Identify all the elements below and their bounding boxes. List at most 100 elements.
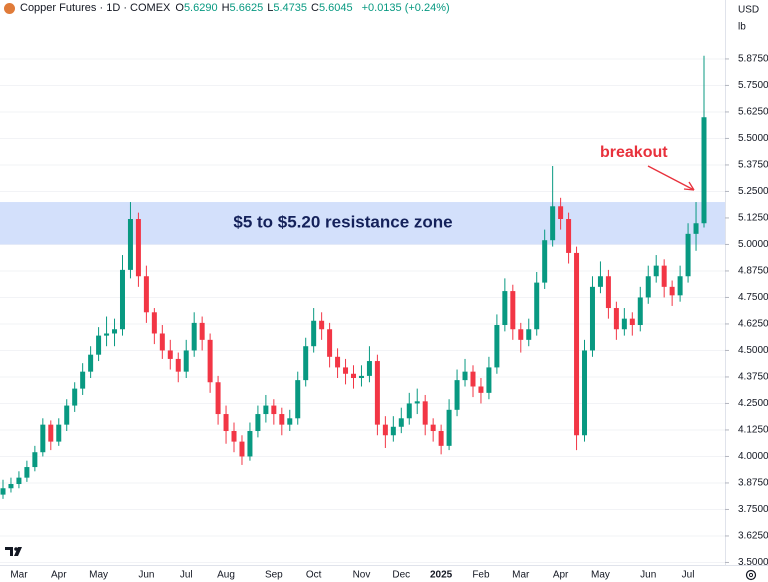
ohlc-value: 5.6045 — [318, 2, 353, 14]
y-tick-label: 4.1250 — [738, 425, 768, 436]
candle-body — [319, 320, 325, 330]
candle-body — [438, 431, 444, 446]
y-tick-label: 5.6250 — [738, 107, 768, 118]
y-tick-label: 3.6250 — [738, 531, 768, 542]
candle-body — [207, 339, 213, 383]
candle-body — [574, 252, 580, 436]
candle-body — [191, 322, 197, 351]
candle-body — [534, 282, 540, 330]
candle-body — [597, 276, 603, 287]
candle-body — [542, 240, 548, 283]
candle-body — [0, 488, 6, 495]
x-tick-label: Apr — [553, 570, 569, 581]
y-tick-label: 5.2500 — [738, 186, 768, 197]
y-tick-label: 4.6250 — [738, 319, 768, 330]
candle-body — [88, 354, 94, 372]
candle-body — [605, 276, 611, 309]
candle-body — [119, 269, 125, 330]
x-tick-label: May — [89, 570, 108, 581]
x-tick-label: Feb — [472, 570, 490, 581]
candle-body — [677, 276, 683, 296]
candle-body — [589, 286, 595, 351]
candle-body — [390, 426, 396, 436]
candle-body — [303, 346, 309, 381]
symbol-title: Copper Futures · 1D · COMEX — [20, 2, 171, 14]
x-tick-label: 2025 — [430, 570, 453, 581]
candle-body — [621, 318, 627, 330]
candle-body — [613, 308, 619, 330]
candle-body — [56, 424, 62, 442]
candle-body — [199, 322, 205, 340]
candle-body — [40, 424, 46, 453]
candle-body — [311, 320, 317, 347]
candle-body — [470, 371, 476, 387]
y-tick-label: 4.2500 — [738, 398, 768, 409]
y-tick-label: 4.0000 — [738, 451, 768, 462]
candle-body — [183, 350, 189, 372]
x-tick-label: Mar — [10, 570, 28, 581]
candle-body — [550, 206, 556, 241]
candle-body — [462, 371, 468, 381]
x-tick-label: Jun — [640, 570, 656, 581]
ohlc-key: C — [310, 2, 319, 14]
candle-body — [510, 291, 516, 330]
ohlc-key: O — [175, 2, 184, 14]
candle-body — [669, 286, 675, 296]
annotation-arrow — [647, 165, 695, 191]
ohlc-key: H — [221, 2, 230, 14]
candle-body — [215, 382, 221, 415]
candle-body — [478, 386, 484, 393]
annotation-label: breakout — [600, 144, 668, 161]
candle-body — [24, 467, 30, 478]
y-tick-label: 5.1250 — [738, 213, 768, 224]
tradingview-logo — [5, 547, 22, 556]
candle-body — [151, 312, 157, 334]
symbol-icon — [4, 2, 15, 14]
candle-body — [446, 409, 452, 446]
candle-body — [80, 371, 86, 389]
candle-body — [263, 405, 269, 415]
y-tick-label: 3.8750 — [738, 478, 768, 489]
x-tick-label: Jul — [180, 570, 193, 581]
y-tick-label: 5.0000 — [738, 239, 768, 250]
candle-body — [358, 375, 364, 379]
candle-body — [526, 329, 532, 340]
candle-body — [645, 276, 651, 298]
candle-body — [494, 325, 500, 368]
y-tick-label: 3.7500 — [738, 504, 768, 515]
candle-body — [223, 414, 229, 432]
candle-body — [247, 431, 253, 457]
candle-body — [558, 206, 564, 220]
candle-body — [72, 388, 78, 406]
candle-body — [255, 414, 261, 432]
candle-body — [430, 424, 436, 432]
candle-body — [518, 329, 524, 340]
y-tick-label: 4.7500 — [738, 292, 768, 303]
candle-body — [104, 333, 110, 336]
candle-body — [48, 424, 54, 442]
candle-body — [693, 223, 699, 234]
x-tick-label: Mar — [512, 570, 530, 581]
candle-body — [414, 401, 420, 404]
x-tick-label: Sep — [265, 570, 283, 581]
x-tick-label: Jul — [682, 570, 695, 581]
unit: lb — [738, 22, 746, 33]
candle-body — [502, 291, 508, 326]
candle-body — [653, 265, 659, 277]
candle-body — [454, 380, 460, 410]
zone-label: $5 to $5.20 resistance zone — [233, 213, 452, 232]
annotation-arrowhead — [683, 181, 695, 191]
candle-body — [295, 380, 301, 419]
candle-body — [382, 424, 388, 436]
candle-body — [127, 219, 133, 270]
ohlc-value: 5.4735 — [273, 2, 307, 14]
y-tick-label: 5.5000 — [738, 133, 768, 144]
y-tick-label: 4.5000 — [738, 345, 768, 356]
x-tick-label: Jun — [138, 570, 154, 581]
y-tick-label: 5.3750 — [738, 160, 768, 171]
settings-icon[interactable] — [745, 569, 757, 581]
candle-body — [32, 452, 38, 468]
candles — [0, 55, 707, 499]
